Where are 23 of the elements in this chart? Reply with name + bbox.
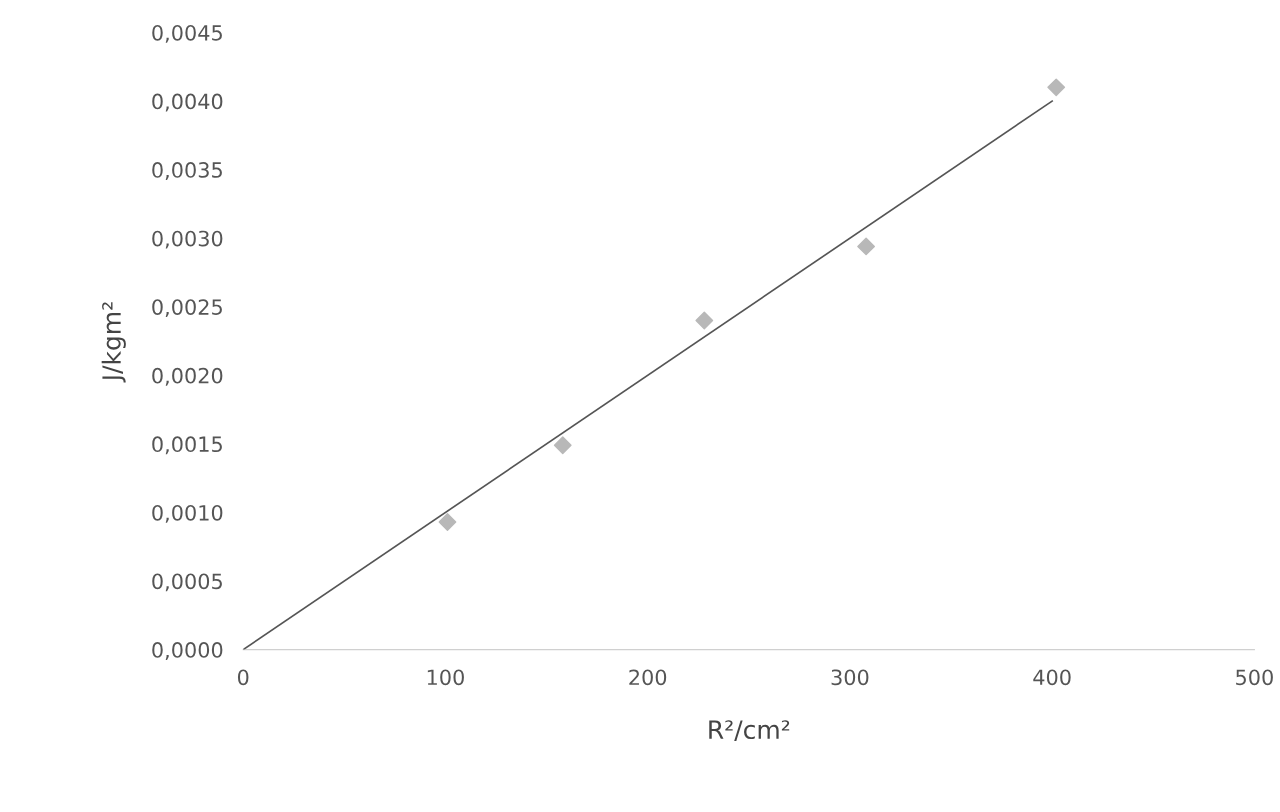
x-tick-label: 300 <box>831 669 869 686</box>
y-axis-title: J/kgm² <box>101 302 126 383</box>
x-axis-title: R²/cm² <box>709 720 790 742</box>
y-tick-label: 0,0020 <box>152 367 223 386</box>
y-tick-label: 0,0005 <box>152 573 222 592</box>
x-tick-label: 400 <box>1033 669 1071 686</box>
x-tick-label: 200 <box>629 669 667 686</box>
point <box>1047 78 1066 97</box>
x-tick-label: 500 <box>1236 669 1273 686</box>
x-tick-label: 100 <box>427 669 464 686</box>
point <box>438 513 457 531</box>
y-tick-label: 0,0010 <box>152 504 223 523</box>
y-tick-label: 0,0000 <box>152 642 223 660</box>
y-tick-label: 0,0045 <box>152 24 222 43</box>
point <box>553 436 572 455</box>
point <box>857 237 876 256</box>
point <box>695 311 714 330</box>
y-tick-label: 0,0015 <box>152 436 222 455</box>
y-tick-label: 0,0040 <box>152 93 223 112</box>
x-tick-label: 0 <box>237 669 249 686</box>
y-tick-label: 0,0025 <box>152 299 222 318</box>
y-tick-label: 0,0035 <box>152 162 222 180</box>
y-tick-label: 0,0030 <box>152 230 223 249</box>
